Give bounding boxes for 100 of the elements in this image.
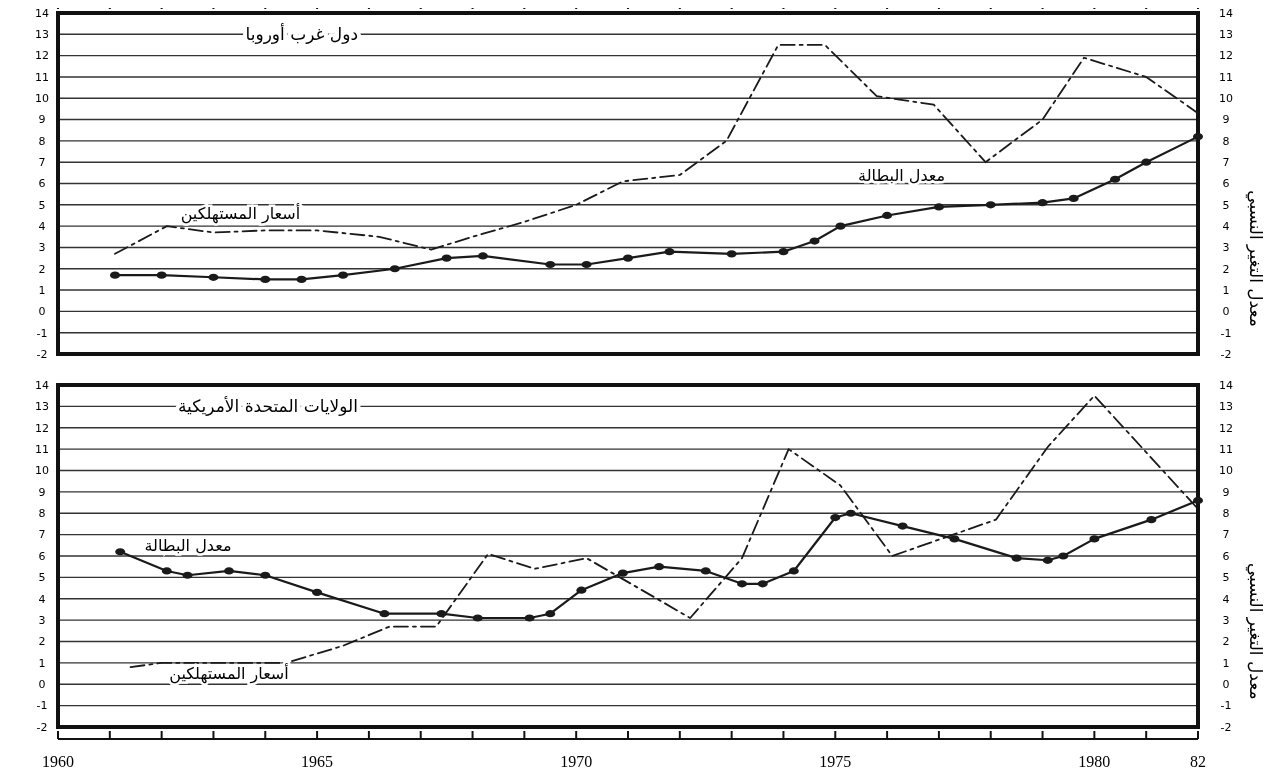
point [737, 580, 747, 588]
y-tick-label: -1 [36, 699, 48, 713]
y2-tick-label: 10 [1219, 464, 1233, 478]
point [1042, 556, 1053, 564]
point [1146, 516, 1157, 524]
y2-tick-label: 9 [1222, 485, 1230, 499]
y-tick-label: 5 [38, 571, 46, 585]
y2-tick-label: 4 [1222, 219, 1230, 233]
y-tick-label: 2 [38, 262, 46, 276]
y-tick-label: -1 [36, 326, 48, 340]
point [1110, 175, 1121, 183]
y2-tick-label: 14 [1219, 6, 1233, 20]
y-tick-label: 11 [35, 70, 49, 84]
y2-tick-label: 8 [1222, 134, 1230, 148]
x-tick-label: 1975 [819, 753, 852, 770]
point [379, 610, 390, 618]
point [545, 610, 556, 618]
y2-tick-label: 2 [1222, 635, 1230, 649]
y-tick-label: 14 [35, 378, 49, 392]
point [161, 567, 172, 575]
point [809, 237, 820, 245]
point [110, 271, 120, 279]
point [260, 571, 271, 579]
point [617, 569, 628, 577]
y-tick-label: 8 [38, 507, 46, 521]
point [897, 522, 908, 530]
y-tick-label: 13 [35, 400, 49, 414]
y-tick-label: 12 [35, 421, 49, 435]
y2-tick-label: 11 [1219, 442, 1233, 456]
point [182, 571, 193, 579]
point [623, 254, 633, 262]
y2-tick-label: 6 [1222, 177, 1230, 191]
y2-tick-label: 3 [1222, 241, 1230, 255]
x-tick-label: 82 [1190, 753, 1206, 770]
y-tick-label: -2 [36, 720, 48, 734]
y-tick-label: 10 [35, 92, 49, 106]
y-tick-label: 3 [38, 613, 46, 627]
y-tick-label: 9 [38, 485, 46, 499]
y-tick-label: 0 [38, 678, 46, 692]
y-tick-label: 0 [38, 305, 46, 319]
y-tick-label: 6 [38, 177, 46, 191]
point [156, 271, 167, 279]
point [260, 275, 271, 284]
point [949, 535, 960, 543]
y2-tick-label: -1 [1220, 326, 1232, 340]
y2-tick-label: 13 [1219, 400, 1233, 414]
y2-tick-label: 2 [1222, 262, 1230, 276]
point [830, 513, 841, 522]
point [778, 248, 789, 256]
y-tick-label: 8 [38, 134, 46, 148]
point [882, 211, 893, 220]
point [389, 265, 400, 273]
y-tick-label: 7 [38, 528, 46, 542]
y-tick-label: -2 [36, 347, 48, 361]
point [835, 222, 846, 230]
y2-axis-title: معدل التغير النسبي [1245, 190, 1267, 327]
x-tick-label: 1970 [560, 753, 593, 770]
series-label: أسعار المستهلكين [180, 202, 301, 224]
point [788, 567, 799, 575]
y-tick-label: 4 [38, 219, 46, 233]
y2-tick-label: 4 [1222, 592, 1230, 606]
x-tick-label: 1980 [1078, 753, 1111, 770]
x-tick-label: 1960 [42, 753, 74, 770]
y-tick-label: 12 [35, 49, 49, 63]
point [933, 203, 944, 211]
y2-tick-label: 8 [1222, 507, 1230, 521]
y-tick-label: 2 [38, 635, 46, 649]
y-tick-label: 5 [38, 198, 46, 212]
point [296, 275, 307, 284]
point [436, 610, 447, 618]
point [654, 563, 665, 571]
point [1037, 199, 1048, 207]
point [1068, 194, 1079, 203]
point [338, 271, 348, 279]
y-tick-label: 1 [38, 283, 46, 297]
y2-tick-label: 5 [1222, 198, 1230, 212]
point [576, 586, 587, 594]
series-label: أسعار المستهلكين [169, 663, 289, 685]
point [581, 260, 592, 269]
y2-axis-title: معدل التغير النسبي [1245, 562, 1267, 700]
point [1193, 496, 1203, 505]
point [985, 201, 996, 209]
point [1089, 535, 1100, 543]
point [524, 614, 535, 622]
y2-tick-label: 5 [1222, 571, 1230, 585]
point [1193, 133, 1203, 141]
point [472, 614, 483, 622]
y2-tick-label: 0 [1222, 678, 1230, 692]
y2-tick-label: -2 [1220, 720, 1232, 734]
point [441, 254, 452, 262]
point [208, 273, 219, 281]
point [1011, 554, 1022, 562]
y2-tick-label: 13 [1219, 28, 1233, 42]
y2-tick-label: 11 [1219, 70, 1233, 84]
y-tick-label: 3 [38, 241, 46, 255]
y2-tick-label: 7 [1222, 156, 1230, 170]
y-tick-label: 1 [38, 656, 46, 670]
series-label: معدل البطالة [858, 165, 946, 185]
point [845, 509, 856, 517]
y2-tick-label: 9 [1222, 113, 1230, 127]
